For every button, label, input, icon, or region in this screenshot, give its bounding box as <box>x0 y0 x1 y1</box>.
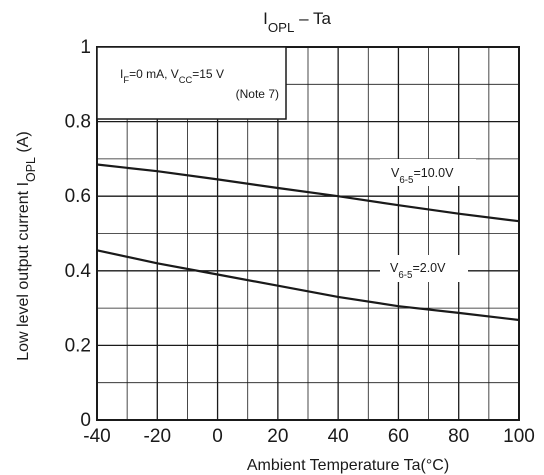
x-tick-label: 0 <box>212 426 223 447</box>
tick-labels: -40 -20 0 20 40 60 80 100 0 0.2 0.4 0.6 0.8 1 <box>65 37 535 447</box>
conditions-line-2: (Note 7) <box>236 87 279 101</box>
series-line-2 <box>96 249 520 322</box>
y-tick-label: 0.8 <box>65 112 91 133</box>
series-label-1: V6-5=10.0V <box>391 166 454 186</box>
y-tick-label: 1 <box>80 37 91 58</box>
x-axis-label: Ambient Temperature Ta(°C) <box>247 457 449 474</box>
chart-title: IOPL – Ta <box>263 9 331 35</box>
series-line-1 <box>96 163 520 223</box>
y-tick-label: 0 <box>80 410 91 431</box>
y-tick-label: 0.2 <box>65 335 91 356</box>
y-axis-label: Low level output current IOPL (A) <box>15 131 38 361</box>
x-tick-label: 20 <box>267 426 288 447</box>
series-label-2: V6-5=2.0V <box>390 261 446 281</box>
series-label-box-2 <box>380 255 468 282</box>
x-tick-label: 40 <box>328 426 349 447</box>
x-tick-label: 100 <box>503 426 535 447</box>
x-tick-label: 60 <box>388 426 409 447</box>
series-label-box-1 <box>380 159 476 186</box>
conditions-box <box>96 46 287 120</box>
plot-frame <box>96 46 520 421</box>
x-tick-label: -40 <box>83 426 110 447</box>
conditions-line-1: IF=0 mA, VCC=15 V <box>120 67 224 85</box>
y-tick-label: 0.4 <box>65 261 92 282</box>
x-tick-label: -20 <box>144 426 171 447</box>
x-tick-label: 80 <box>448 426 469 447</box>
series-lines <box>96 163 520 322</box>
y-tick-label: 0.6 <box>65 186 91 207</box>
